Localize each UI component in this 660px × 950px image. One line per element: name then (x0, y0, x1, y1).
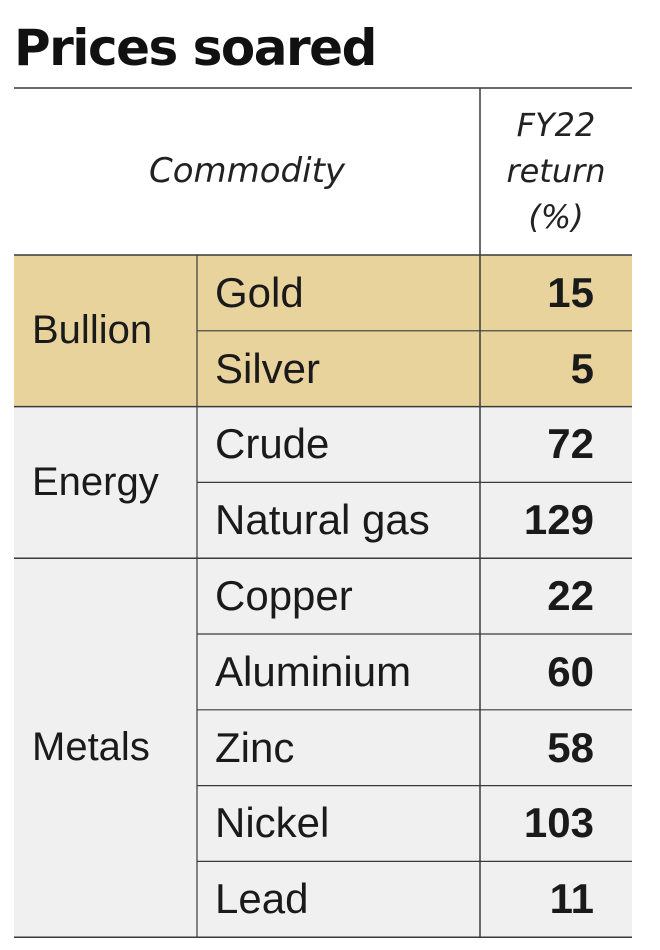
group-label: Bullion (14, 255, 197, 407)
return-value: 58 (480, 709, 632, 786)
commodity-name: Natural gas (197, 482, 480, 559)
header-return-line-1: FY22 (516, 106, 596, 144)
commodity-name: Gold (197, 255, 480, 331)
commodity-name: Zinc (197, 709, 480, 786)
group-label: Energy (14, 406, 197, 559)
return-value: 11 (480, 861, 632, 938)
commodity-name: Aluminium (197, 634, 480, 710)
return-value: 129 (480, 482, 632, 559)
return-value: 5 (480, 330, 632, 407)
header-commodity: Commodity (148, 151, 346, 191)
commodity-name: Lead (197, 861, 480, 938)
commodity-name: Crude (197, 406, 480, 483)
commodity-name: Silver (197, 330, 480, 407)
return-value: 15 (480, 255, 632, 331)
return-value: 103 (480, 785, 632, 862)
commodity-name: Nickel (197, 785, 480, 862)
return-value: 60 (480, 634, 632, 710)
header-return-line-3: (%) (528, 198, 584, 236)
chart-title: Prices soared (14, 19, 377, 77)
group-label: Metals (14, 558, 197, 938)
commodity-name: Copper (197, 558, 480, 634)
header-return-line-2: return (506, 152, 606, 190)
header-return: FY22 return (%) (480, 88, 632, 254)
return-value: 72 (480, 406, 632, 483)
return-value: 22 (480, 558, 632, 634)
